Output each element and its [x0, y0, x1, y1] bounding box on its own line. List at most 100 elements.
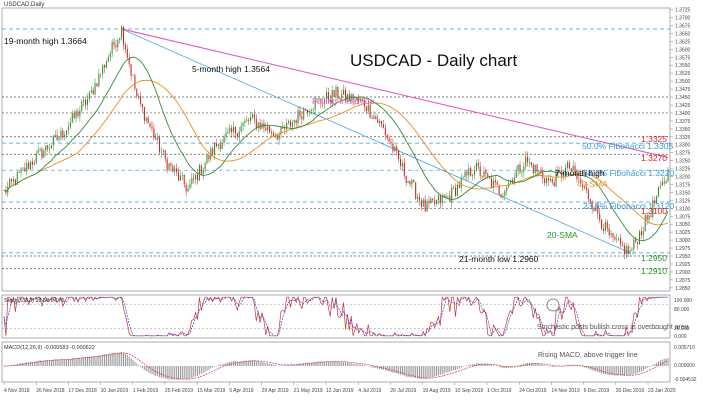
candle-body [87, 99, 88, 105]
macd-histogram-bar [641, 366, 642, 371]
candle-body [550, 179, 551, 180]
macd-histogram-bar [32, 362, 33, 366]
macd-histogram-bar [491, 365, 492, 366]
macd-histogram-bar [616, 366, 617, 376]
candle-body [157, 137, 158, 139]
macd-histogram-bar [400, 366, 401, 375]
macd-histogram-bar [406, 366, 407, 377]
macd-histogram-bar [180, 366, 181, 379]
macd-histogram-bar [150, 366, 151, 373]
macd-histogram-bar [647, 366, 648, 368]
macd-histogram-bar [131, 358, 132, 366]
candle-body [176, 168, 177, 172]
candle-body [132, 76, 133, 77]
macd-histogram-bar [390, 366, 391, 372]
candle-body [666, 181, 667, 183]
annotation-level-13270: 1.3270 [641, 153, 667, 163]
macd-histogram-bar [66, 359, 67, 366]
macd-histogram-bar [250, 360, 251, 366]
macd-histogram-bar [330, 362, 331, 366]
candle-body [480, 166, 481, 175]
macd-histogram-bar [261, 362, 262, 366]
candle-body [186, 185, 187, 192]
macd-histogram-bar [584, 366, 585, 367]
candle-body [603, 228, 604, 230]
macd-histogram-bar [95, 356, 96, 366]
macd-scale-bottom: -0.004532 [674, 377, 697, 383]
candle-body [72, 113, 73, 122]
candle-body [554, 182, 555, 186]
candle-body [102, 65, 103, 73]
candle-body [409, 181, 410, 184]
macd-histogram-bar [328, 361, 329, 366]
price-tick-label: 1.3500 [675, 79, 691, 85]
macd-histogram-bar [370, 366, 371, 367]
macd-histogram-bar [538, 364, 539, 366]
candle-body [182, 175, 183, 176]
candle-body [472, 175, 473, 176]
macd-histogram-bar [656, 363, 657, 366]
candle-body [169, 163, 170, 170]
candle-body [531, 162, 532, 165]
candle-body [631, 249, 632, 250]
candle-body [387, 135, 388, 138]
candle-body [290, 121, 291, 126]
candle-body [208, 155, 209, 159]
price-tick-label: 1.3175 [675, 182, 691, 188]
macd-histogram-bar [159, 366, 160, 377]
candle-body [525, 157, 526, 167]
candle-body [626, 246, 627, 254]
date-tick-label: 1 Feb 2019 [133, 388, 159, 394]
candle-body [11, 179, 12, 181]
macd-histogram-bar [208, 366, 209, 370]
price-tick-label: 1.2875 [675, 278, 691, 284]
candle-body [241, 126, 242, 131]
candle-body [271, 132, 272, 133]
macd-histogram-bar [599, 366, 600, 373]
price-tick-label: 1.3225 [675, 167, 691, 173]
candle-body [425, 199, 426, 211]
candle-body [423, 199, 424, 206]
annotation-falling-trend-line: Falling trend line [312, 96, 375, 106]
macd-histogram-bar [402, 366, 403, 375]
candle-body [432, 198, 433, 200]
macd-histogram-bar [425, 366, 426, 379]
annotation-level-13325: 1.3325 [641, 134, 667, 144]
macd-histogram-bar [554, 366, 555, 367]
candle-body [123, 27, 124, 45]
candle-body [74, 113, 75, 118]
candle-body [649, 215, 650, 219]
candle-body [485, 171, 486, 174]
macd-histogram-bar [235, 361, 236, 366]
macd-histogram-bar [552, 366, 553, 367]
macd-histogram-bar [189, 366, 190, 379]
macd-histogram-bar [174, 366, 175, 380]
date-tick-label: 1 Oct 2019 [487, 388, 512, 394]
candle-body [415, 182, 416, 199]
macd-histogram-bar [389, 366, 390, 372]
candle-body [252, 114, 253, 117]
candle-body [60, 131, 61, 138]
candle-body [244, 121, 245, 123]
macd-histogram-bar [514, 366, 515, 367]
macd-histogram-bar [96, 356, 97, 366]
stochastic-scale-0: 0.000 [674, 334, 687, 340]
candle-body [216, 143, 217, 146]
candle-body [461, 178, 462, 188]
candle-body [288, 121, 289, 123]
macd-histogram-bar [620, 366, 621, 375]
candle-body [301, 116, 302, 119]
macd-histogram-bar [123, 353, 124, 366]
candle-body [77, 111, 78, 116]
macd-histogram-bar [339, 362, 340, 366]
macd-histogram-bar [662, 360, 663, 366]
macd-histogram-bar [127, 355, 128, 366]
candle-body [284, 129, 285, 130]
candle-body [243, 123, 244, 126]
date-tick-label: 19 Aug 2019 [423, 388, 451, 394]
candle-body [527, 157, 528, 163]
macd-histogram-bar [70, 359, 71, 366]
macd-histogram-bar [364, 365, 365, 366]
candle-body [248, 120, 249, 121]
